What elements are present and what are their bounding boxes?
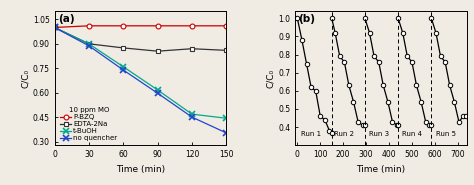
Y-axis label: C/C₀: C/C₀ bbox=[266, 69, 275, 88]
Text: (a): (a) bbox=[58, 14, 74, 24]
Legend: P-BZQ, EDTA-2Na, t-BuOH, no quencher: P-BZQ, EDTA-2Na, t-BuOH, no quencher bbox=[60, 106, 118, 142]
X-axis label: Time (min): Time (min) bbox=[356, 165, 406, 174]
Text: Run 3: Run 3 bbox=[369, 131, 389, 137]
Y-axis label: C/C₀: C/C₀ bbox=[21, 69, 30, 88]
Text: Run 4: Run 4 bbox=[402, 131, 422, 137]
Text: Run 1: Run 1 bbox=[301, 131, 321, 137]
X-axis label: Time (min): Time (min) bbox=[116, 165, 165, 174]
Text: Run 2: Run 2 bbox=[334, 131, 355, 137]
Text: (b): (b) bbox=[299, 14, 316, 24]
Text: Run 5: Run 5 bbox=[436, 131, 456, 137]
